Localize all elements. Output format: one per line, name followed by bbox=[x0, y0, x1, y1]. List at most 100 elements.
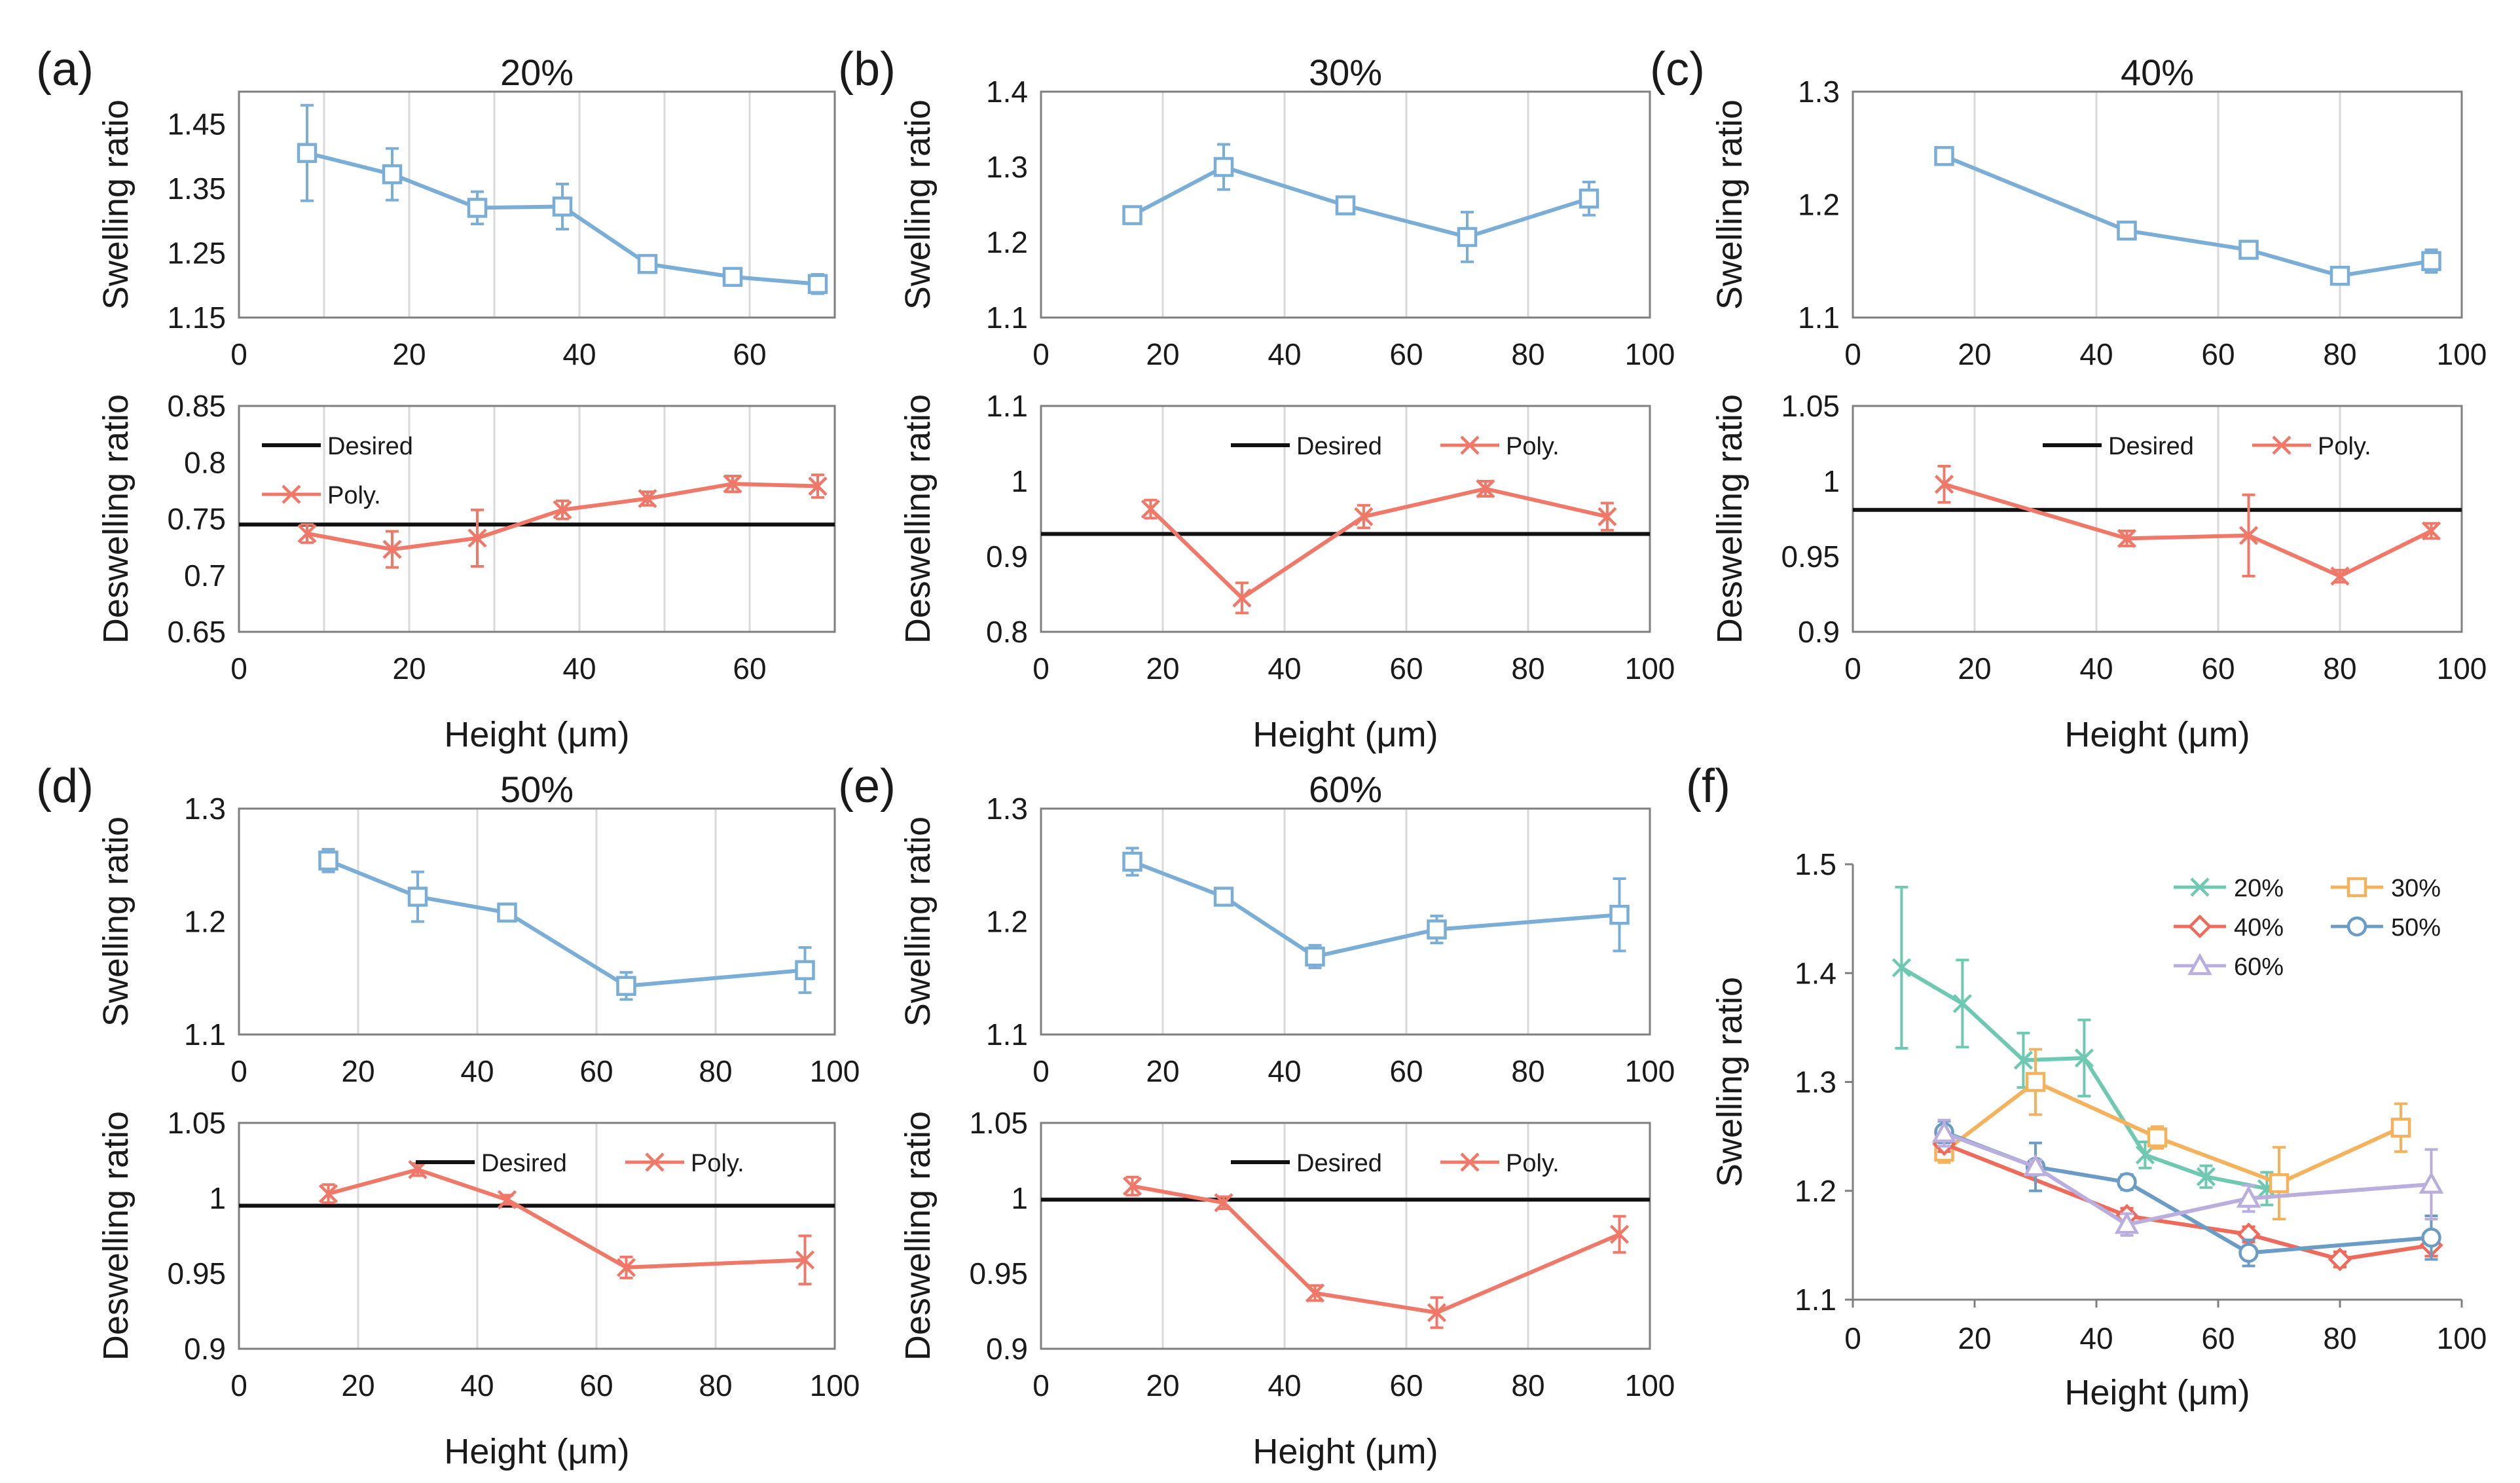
panel-c: (c) 40% 1.1 1.2 1.3 0 20 40 60 80 100 Swelling rati… bbox=[1650, 43, 2487, 754]
series-line bbox=[1149, 486, 1608, 600]
data-point bbox=[1305, 946, 1325, 967]
series-60pct bbox=[1931, 1118, 2444, 1237]
data-point bbox=[2390, 1118, 2411, 1138]
y-axis-label: Swelling ratio bbox=[898, 816, 938, 1027]
deswelling-subplot: 0.9 0.95 1 1.05 0 20 40 60 80 100 Deswelling ratio… bbox=[898, 1106, 1675, 1471]
swelling-subplot: 1.1 1.2 1.3 0 20 40 60 80 100 Swelling ratio bbox=[96, 792, 860, 1088]
y-axis-label: Deswelling ratio bbox=[898, 394, 938, 644]
data-point bbox=[2117, 1172, 2137, 1192]
panel-letter: (b) bbox=[838, 43, 896, 96]
y-axis-label: Swelling ratio bbox=[1710, 977, 1749, 1187]
x-tick-label: 60 bbox=[733, 651, 766, 686]
x-tick-label: 60 bbox=[2201, 651, 2235, 686]
y-axis-label: Swelling ratio bbox=[96, 816, 136, 1027]
plot-frame bbox=[238, 1122, 836, 1350]
y-tick-label: 0.85 bbox=[167, 389, 226, 423]
y-tick-label: 1.05 bbox=[167, 1106, 226, 1140]
plot-frame bbox=[1852, 90, 2463, 319]
legend-label: 40% bbox=[2234, 914, 2284, 942]
x-axis-label: Height (μm) bbox=[2064, 715, 2250, 754]
data-point bbox=[2419, 1171, 2444, 1194]
x-tick-label: 0 bbox=[230, 651, 247, 686]
x-tick-label: 80 bbox=[1511, 1368, 1544, 1402]
x-tick-label: 60 bbox=[733, 337, 766, 371]
data-point bbox=[2147, 1127, 2168, 1148]
series-line bbox=[327, 858, 805, 988]
series-line bbox=[327, 1167, 805, 1270]
y-tick-label: 1.05 bbox=[969, 1106, 1028, 1140]
y-tick-label: 1.3 bbox=[1795, 1065, 1836, 1099]
series-40pct bbox=[1932, 1132, 2443, 1272]
x-tick-label: 20 bbox=[1146, 651, 1179, 686]
x-tick-label: 20 bbox=[1958, 337, 1991, 371]
plot-frame bbox=[238, 405, 836, 633]
legend: Desired Poly. bbox=[1231, 1150, 1560, 1177]
data-point bbox=[2236, 1185, 2261, 1208]
x-tick-label: 40 bbox=[2079, 651, 2113, 686]
x-tick-label: 40 bbox=[460, 1054, 494, 1088]
y-tick-label: 0.9 bbox=[986, 1332, 1028, 1366]
x-tick-label: 40 bbox=[1268, 1368, 1301, 1402]
data-point bbox=[1476, 479, 1495, 499]
x-tick-label: 0 bbox=[1844, 1321, 1861, 1355]
y-tick-label: 0.9 bbox=[184, 1332, 226, 1366]
series-line bbox=[1943, 1080, 2402, 1186]
y-tick-label: 1.3 bbox=[1798, 75, 1840, 109]
y-tick-label: 0.95 bbox=[1781, 540, 1840, 574]
series-20pct bbox=[1891, 885, 2276, 1207]
data-point bbox=[467, 198, 488, 218]
data-point bbox=[723, 474, 742, 494]
x-tick-label: 40 bbox=[562, 337, 596, 371]
y-tick-label: 0.9 bbox=[1798, 615, 1840, 649]
y-axis-label: Deswelling ratio bbox=[96, 394, 136, 644]
data-point bbox=[2117, 220, 2137, 241]
x-tick-label: 0 bbox=[1032, 1368, 1050, 1402]
legend-label: Poly. bbox=[1506, 433, 1560, 460]
data-point bbox=[2023, 1154, 2048, 1177]
data-point bbox=[2074, 1048, 2094, 1068]
data-point bbox=[2196, 1167, 2216, 1186]
y-tick-label: 1.4 bbox=[986, 75, 1028, 109]
legend: Desired Poly. bbox=[1231, 433, 1560, 460]
x-tick-label: 60 bbox=[579, 1054, 613, 1088]
x-tick-label: 80 bbox=[699, 1054, 732, 1088]
x-tick-label: 100 bbox=[1625, 1054, 1675, 1088]
data-point bbox=[1598, 507, 1617, 526]
y-tick-label: 1.1 bbox=[986, 301, 1028, 335]
y-tick-label: 1.2 bbox=[986, 225, 1028, 259]
data-point bbox=[1952, 994, 1972, 1014]
x-tick-label: 0 bbox=[1032, 337, 1050, 371]
x-tick-label: 20 bbox=[392, 337, 426, 371]
panel-e: (e) 60% 1.1 1.2 1.3 0 20 40 60 80 100 Swelling rati… bbox=[838, 760, 1675, 1471]
deswelling-subplot: 0.9 0.95 1 1.05 0 20 40 60 80 100 Deswelling ratio… bbox=[1710, 389, 2487, 754]
legend-label: Poly. bbox=[1506, 1150, 1560, 1177]
y-tick-label: 0.75 bbox=[167, 502, 226, 536]
x-tick-label: 100 bbox=[810, 1368, 860, 1402]
y-tick-label: 1.3 bbox=[986, 792, 1028, 826]
x-tick-label: 60 bbox=[1389, 651, 1423, 686]
legend-marker bbox=[2187, 914, 2212, 939]
data-point bbox=[1427, 919, 1447, 940]
y-tick-label: 1.35 bbox=[167, 172, 226, 206]
data-point bbox=[616, 976, 636, 997]
data-point bbox=[808, 476, 828, 496]
data-point bbox=[1609, 904, 1630, 925]
legend-marker bbox=[2347, 916, 2367, 937]
plot-frame bbox=[238, 90, 836, 319]
series-line bbox=[1131, 860, 1620, 959]
panel-letter: (e) bbox=[838, 760, 896, 813]
y-tick-label: 0.95 bbox=[969, 1256, 1028, 1291]
x-tick-label: 60 bbox=[1389, 337, 1423, 371]
x-tick-label: 40 bbox=[460, 1368, 494, 1402]
data-point bbox=[318, 1184, 338, 1203]
x-tick-label: 60 bbox=[2201, 1321, 2235, 1355]
data-point bbox=[2421, 251, 2441, 271]
x-tick-label: 100 bbox=[2437, 1321, 2487, 1355]
data-point bbox=[2421, 1227, 2441, 1248]
plot-frame bbox=[238, 807, 836, 1036]
data-point bbox=[297, 143, 318, 163]
panel-letter: (f) bbox=[1686, 760, 1730, 813]
x-axis-label: Height (μm) bbox=[444, 1432, 629, 1471]
data-point bbox=[1427, 1303, 1447, 1323]
x-tick-label: 20 bbox=[1958, 651, 1991, 686]
